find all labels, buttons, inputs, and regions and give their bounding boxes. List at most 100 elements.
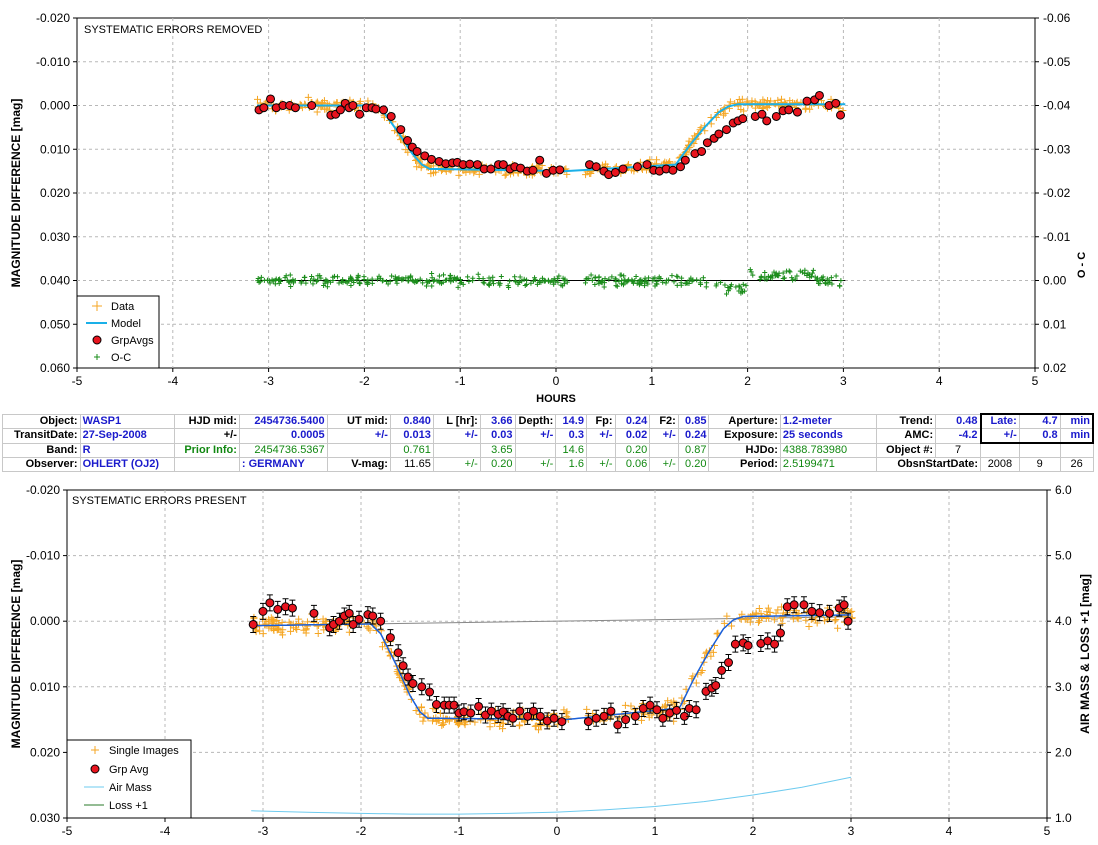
oc-point (429, 283, 435, 289)
oc-point (466, 278, 472, 284)
single-image-point (293, 625, 301, 633)
oc-point (642, 275, 648, 281)
y2-tick-label: -0.03 (1043, 142, 1071, 156)
x-tick-label: 2 (750, 824, 757, 838)
bottom-gridlines (63, 489, 1051, 822)
y2-tick-label: 3.0 (1055, 680, 1072, 694)
oc-point (286, 279, 292, 285)
oc-point (556, 273, 562, 279)
hjd-err-label: +/- (173, 428, 240, 444)
oc-point (583, 276, 589, 282)
single-image-point (262, 617, 270, 625)
fp-label: Fp: (585, 413, 616, 429)
legend-single-images-marker (91, 746, 99, 754)
grp-avg-point (815, 604, 825, 622)
oc-point (609, 274, 615, 280)
x-tick-label: -2 (359, 374, 370, 388)
oc-point (336, 280, 342, 286)
oc-point (524, 277, 530, 283)
object-num-label: Object #: (875, 442, 937, 458)
fp-err-value: 0.02 (614, 428, 651, 444)
obs-day-value: 26 (1059, 457, 1094, 472)
grp-avg-point (508, 709, 518, 727)
x-tick-label: -5 (72, 374, 83, 388)
bottom-panel-title: SYSTEMATIC ERRORS PRESENT (72, 495, 247, 507)
x-tick-label: 0 (554, 824, 561, 838)
single-image-point (728, 622, 736, 630)
fp-unc-label: +/- (585, 457, 616, 472)
oc-point (255, 278, 261, 284)
single-image-point (299, 620, 307, 628)
oc-point (436, 273, 442, 279)
depth-err-label: +/- (514, 428, 557, 444)
f2-err-label: +/- (649, 428, 679, 444)
data-point (738, 95, 746, 103)
oc-point (743, 283, 749, 289)
grp-avg-point (658, 709, 668, 727)
oc-point (629, 277, 635, 283)
grp-avg-point (431, 696, 441, 714)
oc-point (447, 272, 453, 278)
oc-point (612, 276, 618, 282)
grp-avg-point (606, 702, 616, 720)
grp-avg-point (465, 159, 475, 169)
oc-point (642, 283, 648, 289)
oc-point (455, 284, 461, 290)
single-image-point (627, 702, 635, 710)
prior-f2-value: 0.87 (677, 442, 710, 458)
oc-point (618, 272, 624, 278)
oc-point (447, 275, 453, 281)
depth-value: 14.9 (555, 413, 587, 429)
legend-oc-marker (94, 354, 100, 360)
late-value: 4.7 (1018, 413, 1061, 429)
prior-fp-value: 0.20 (614, 442, 651, 458)
single-image-point (275, 625, 283, 633)
single-image-point (496, 722, 504, 730)
grp-avg-point (266, 94, 276, 104)
oc-point (828, 275, 834, 281)
oc-point (736, 283, 742, 289)
single-image-point (805, 622, 813, 630)
single-image-point (269, 615, 277, 623)
oc-point (564, 279, 570, 285)
blank-cell (980, 442, 1020, 458)
oc-point (444, 277, 450, 283)
single-image-point (754, 618, 762, 626)
x-tick-label: -1 (455, 374, 466, 388)
single-image-point (831, 617, 839, 625)
oc-point (728, 282, 734, 288)
grp-avg-point (403, 136, 413, 145)
object-label: Object: (2, 413, 81, 429)
y-tick-label: 0.050 (40, 317, 70, 331)
y-tick-label: 0.020 (30, 745, 60, 759)
oc-point (638, 277, 644, 283)
oc-point (769, 273, 775, 279)
y2-tick-label: -0.05 (1043, 55, 1071, 69)
oc-point (272, 281, 278, 287)
oc-point (498, 274, 504, 280)
y2-tick-label: 1.0 (1055, 811, 1072, 825)
data-point (814, 101, 822, 109)
oc-point (789, 275, 795, 281)
y-tick-label: 0.030 (30, 811, 60, 825)
hjdo-label: HJDo: (708, 442, 781, 458)
y-tick-label: -0.020 (36, 11, 70, 25)
period-value: 2.5199471 (779, 457, 877, 472)
single-image-point (461, 721, 469, 729)
oc-point (592, 275, 598, 281)
single-image-point (758, 613, 766, 621)
grp-avg-point (287, 599, 297, 617)
x-tick-label: -2 (356, 824, 367, 838)
grp-avg-point (528, 165, 538, 175)
single-image-point (256, 627, 264, 635)
grp-avg-point (757, 109, 767, 119)
single-image-point (419, 717, 427, 725)
oc-point (660, 279, 666, 285)
grp-avg-point (403, 668, 413, 686)
grp-avg-point (412, 146, 422, 156)
data-point (501, 171, 509, 179)
grp-avg-point (386, 111, 396, 121)
grp-avg-point (273, 600, 283, 618)
grp-avg-point (743, 636, 753, 654)
x-tick-label: -3 (258, 824, 269, 838)
